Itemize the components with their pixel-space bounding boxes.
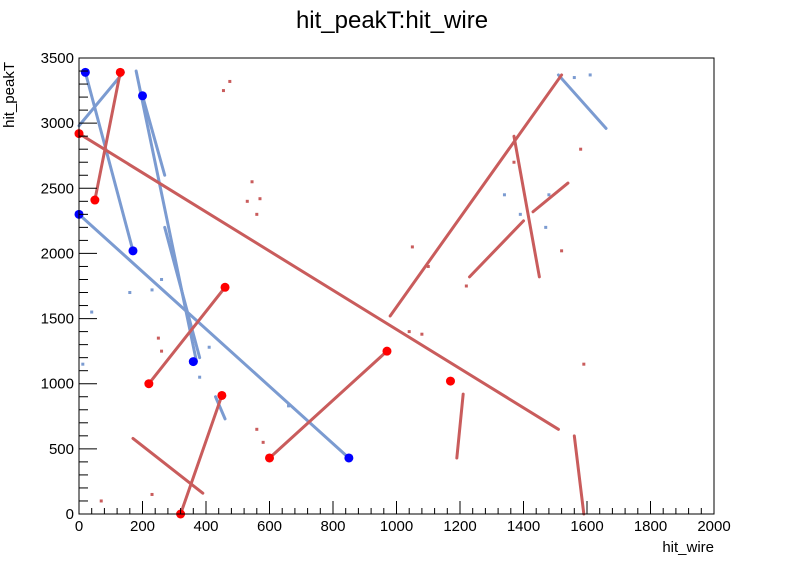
hit-track-1-0 [77, 132, 560, 431]
endpoint-marker-1-2 [115, 67, 125, 77]
x-tick-label: 1600 [570, 518, 603, 535]
x-tick-label: 1800 [634, 518, 667, 535]
hit-point-0-0 [128, 291, 132, 295]
endpoint-marker-0-2 [138, 91, 147, 101]
hit-track-0-7 [214, 395, 227, 421]
endpoint-marker-0-3 [128, 246, 138, 256]
hit-track-1-1 [93, 70, 122, 202]
hit-point-0-12 [207, 345, 211, 349]
hit-point-1-8 [426, 264, 430, 268]
hit-track-0-4 [141, 94, 167, 177]
x-tick-label: 800 [320, 518, 345, 535]
x-tick-label: 1200 [443, 518, 476, 535]
hit-point-1-6 [560, 249, 564, 253]
hit-point-0-7 [502, 193, 506, 197]
x-tick-label: 2000 [697, 518, 730, 535]
hit-point-0-13 [544, 225, 548, 229]
data-layer [74, 67, 608, 519]
endpoint-marker-1-9 [445, 376, 455, 386]
hit-point-0-2 [160, 277, 164, 281]
hit-point-1-4 [255, 212, 259, 216]
hit-point-1-11 [420, 332, 424, 336]
hit-track-1-10 [455, 392, 465, 460]
hit-point-0-6 [518, 212, 522, 216]
hit-point-1-7 [579, 147, 583, 151]
hit-point-1-9 [410, 245, 414, 249]
hit-point-1-16 [261, 440, 265, 444]
hit-point-1-10 [407, 330, 411, 334]
hit-track-1-3 [268, 349, 389, 460]
endpoint-marker-1-7 [265, 453, 274, 463]
hit-point-0-1 [150, 288, 154, 292]
hit-track-0-1 [83, 70, 135, 253]
hit-track-1-7 [531, 181, 570, 214]
hit-point-1-19 [582, 362, 586, 366]
hit-point-1-13 [156, 336, 160, 340]
x-tick-label: 1400 [507, 518, 540, 535]
y-tick-label: 3500 [41, 50, 74, 67]
endpoint-marker-0-0 [80, 67, 90, 77]
hit-point-1-18 [99, 499, 103, 503]
hit-point-1-3 [245, 199, 249, 203]
x-tick-label: 600 [257, 518, 282, 535]
endpoint-marker-1-1 [90, 195, 100, 205]
x-tick-label: 1000 [380, 518, 413, 535]
y-tick-label: 2500 [41, 180, 74, 197]
hit-point-1-12 [464, 284, 468, 288]
y-tick-label: 500 [49, 441, 74, 458]
hit-track-1-9 [131, 436, 205, 495]
x-tick-label: 0 [75, 518, 83, 535]
hit-track-1-4 [388, 73, 564, 318]
hit-track-0-3 [134, 69, 198, 364]
hit-track-1-5 [512, 134, 541, 279]
hit-point-1-1 [250, 180, 254, 184]
hit-point-0-11 [198, 375, 202, 379]
hit-point-0-9 [81, 362, 85, 366]
hit-point-1-15 [255, 427, 259, 431]
hit-point-1-2 [258, 197, 262, 201]
endpoint-marker-1-5 [217, 390, 227, 400]
endpoint-marker-1-3 [144, 379, 154, 389]
hit-point-0-10 [90, 310, 94, 314]
hit-point-1-14 [160, 349, 164, 353]
x-axis-label: hit_wire [662, 539, 714, 556]
axes-layer: 0 200 400 600 800 1000 1200 1400 1600 1800 2000 0 50… [41, 50, 731, 535]
y-tick-label: 3000 [41, 115, 74, 132]
chart-title: hit_peakT:hit_wire [296, 7, 488, 34]
x-tick-label: 200 [130, 518, 155, 535]
endpoint-marker-0-4 [188, 357, 198, 367]
hit-track-1-6 [468, 219, 525, 279]
y-tick-label: 2000 [41, 245, 74, 262]
hit-track-1-8 [179, 393, 224, 516]
endpoint-marker-1-4 [220, 282, 230, 292]
x-tick-label: 400 [193, 518, 218, 535]
endpoint-marker-1-8 [382, 346, 392, 356]
hit-track-0-6 [556, 73, 608, 130]
hit-track-0-0 [77, 212, 351, 460]
hit-point-0-3 [572, 76, 576, 80]
hit-point-0-4 [588, 73, 592, 77]
y-tick-label: 1000 [41, 376, 74, 393]
y-axis-label: hit_peakT [1, 62, 18, 128]
hit-point-0-5 [547, 193, 551, 197]
hit-track-1-11 [572, 434, 586, 516]
hit-point-1-0 [228, 79, 232, 83]
hit-point-1-17 [150, 492, 154, 496]
endpoint-marker-0-5 [344, 453, 354, 463]
hit-track-0-5 [163, 225, 202, 360]
y-tick-label: 1500 [41, 311, 74, 328]
plot-frame [78, 57, 715, 515]
hit-point-1-5 [221, 89, 225, 93]
hit-track-1-2 [147, 285, 227, 386]
hit-point-0-8 [287, 404, 291, 408]
hit-track-0-2 [77, 70, 125, 128]
y-tick-label: 0 [66, 506, 74, 523]
hit-point-1-20 [512, 160, 516, 164]
